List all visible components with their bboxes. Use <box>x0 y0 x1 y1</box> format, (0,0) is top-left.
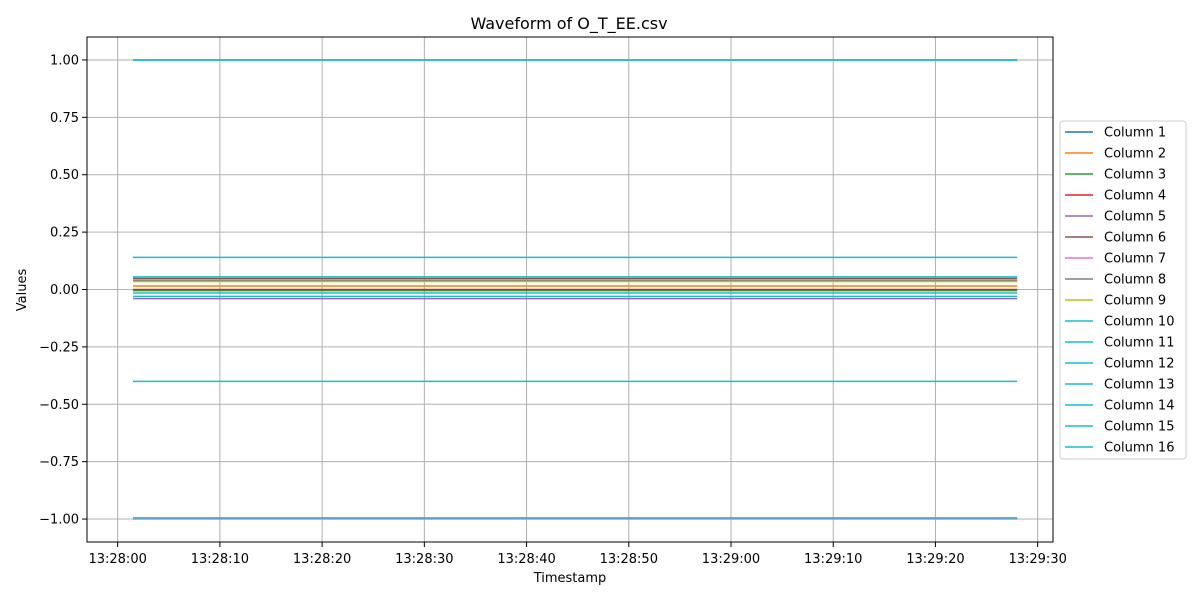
y-axis-ticks: 1.00 0.75 0.50 0.25 0.00 −0.25 −0.50 −0.75 −1.00 <box>39 53 87 528</box>
y-tick-label: 0.00 <box>50 283 79 298</box>
x-tick-label: 13:28:40 <box>497 552 555 567</box>
legend-label: Column 14 <box>1104 399 1174 414</box>
y-tick-label: −0.25 <box>39 340 79 355</box>
legend-box <box>1059 120 1187 460</box>
legend-label: Column 15 <box>1104 420 1174 435</box>
legend-label: Column 10 <box>1104 315 1174 330</box>
y-tick-label: 1.00 <box>50 53 79 68</box>
legend-label: Column 9 <box>1104 294 1166 309</box>
y-tick-label: −0.75 <box>39 455 79 470</box>
x-tick-label: 13:28:20 <box>293 552 351 567</box>
x-tick-label: 13:28:00 <box>88 552 146 567</box>
chart-title: Waveform of O_T_EE.csv <box>470 14 667 34</box>
x-tick-label: 13:29:30 <box>1008 552 1066 567</box>
legend-label: Column 8 <box>1104 273 1166 288</box>
legend-label: Column 11 <box>1104 336 1174 351</box>
legend-label: Column 7 <box>1104 252 1166 267</box>
y-tick-label: 0.50 <box>50 168 79 183</box>
legend-label: Column 2 <box>1104 147 1166 162</box>
legend-label: Column 12 <box>1104 357 1174 372</box>
y-tick-label: −0.50 <box>39 398 79 413</box>
legend-label: Column 13 <box>1104 378 1174 393</box>
y-tick-label: −1.00 <box>39 513 79 528</box>
legend-label: Column 5 <box>1104 210 1166 225</box>
legend-label: Column 4 <box>1104 189 1166 204</box>
y-axis-label: Values <box>15 269 30 312</box>
x-tick-label: 13:28:30 <box>395 552 453 567</box>
legend: Column 1 Column 2 Column 3 Column 4 Column 5… <box>1059 120 1187 460</box>
legend-label: Column 16 <box>1104 441 1174 456</box>
x-tick-label: 13:29:10 <box>804 552 862 567</box>
series-lines <box>133 59 1018 520</box>
x-axis-ticks: 13:28:00 13:28:10 13:28:20 13:28:30 13:28:40… <box>88 542 1067 567</box>
y-tick-label: 0.75 <box>50 111 79 126</box>
y-tick-label: 0.25 <box>50 226 79 241</box>
x-axis-label: Timestamp <box>533 571 607 586</box>
x-tick-label: 13:28:50 <box>600 552 658 567</box>
x-tick-label: 13:29:00 <box>702 552 760 567</box>
legend-label: Column 1 <box>1104 126 1166 141</box>
x-tick-label: 13:29:20 <box>906 552 964 567</box>
legend-label: Column 3 <box>1104 168 1166 183</box>
legend-label: Column 6 <box>1104 231 1166 246</box>
x-tick-label: 13:28:10 <box>191 552 249 567</box>
